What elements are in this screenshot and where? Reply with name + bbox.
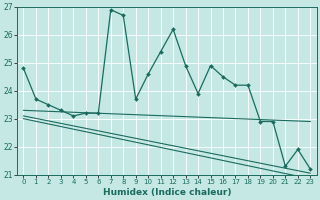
X-axis label: Humidex (Indice chaleur): Humidex (Indice chaleur) [103,188,231,197]
